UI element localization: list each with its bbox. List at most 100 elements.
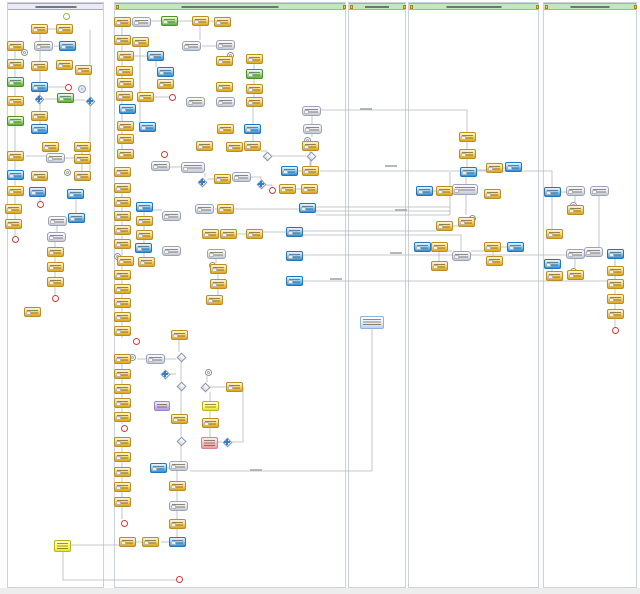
end-event-143[interactable] [121,425,128,432]
subprocess-node-25[interactable] [46,153,65,163]
task-node-42[interactable] [47,262,64,272]
start-event-0[interactable] [63,13,70,20]
task-node-132[interactable] [210,279,227,289]
error-task-node-162[interactable] [201,437,218,449]
task-node-83[interactable] [244,141,261,151]
task-node-23[interactable] [74,142,91,152]
subprocess-node-167[interactable] [169,501,188,511]
service-task-node-32[interactable] [29,187,46,197]
task-node-144[interactable] [114,437,131,447]
task-node-190[interactable] [484,242,501,252]
task-node-35[interactable] [5,219,22,229]
service-task-node-177[interactable] [460,167,477,177]
subprocess-node-195[interactable] [566,186,585,196]
gateway-parallel-93[interactable] [197,177,207,187]
lane-4-collapse-marker-0[interactable] [410,5,413,9]
task-node-112[interactable] [114,312,131,322]
task-node-24[interactable] [7,151,24,161]
service-task-node-134[interactable] [286,251,303,261]
subprocess-node-196[interactable] [590,186,609,196]
task-node-176[interactable] [459,149,476,159]
end-event-69[interactable] [169,94,176,101]
task-node-147[interactable] [114,482,131,492]
lane-2-collapse-marker-0[interactable] [116,5,119,9]
task-node-142[interactable] [114,412,131,422]
task-node-55[interactable] [117,51,134,61]
service-task-node-169[interactable] [169,537,186,547]
task-node-22[interactable] [42,142,59,152]
task-node-60[interactable] [116,66,133,76]
task-node-64[interactable] [157,79,174,89]
service-task-node-27[interactable] [7,170,24,180]
subprocess-node-71[interactable] [216,97,235,107]
task-node-31[interactable] [7,186,24,196]
gateway-exclusive-156[interactable] [176,436,186,446]
service-task-node-21[interactable] [31,124,48,134]
subprocess-node-4[interactable] [34,41,53,51]
task-node-100[interactable] [301,184,318,194]
lane-3-collapse-marker-1[interactable] [403,5,406,9]
task-node-155[interactable] [171,414,188,424]
task-node-110[interactable] [114,284,131,294]
task-node-192[interactable] [486,256,503,266]
task-node-178[interactable] [486,163,503,173]
success-task-node-19[interactable] [7,116,24,126]
task-node-140[interactable] [114,384,131,394]
task-node-67[interactable] [116,91,133,101]
task-node-111[interactable] [114,298,131,308]
task-node-182[interactable] [436,186,453,196]
subprocess-node-95[interactable] [232,172,251,182]
service-task-node-5[interactable] [59,41,76,51]
subprocess-node-121[interactable] [195,204,214,214]
task-node-166[interactable] [169,481,186,491]
subprocess-node-200[interactable] [566,249,585,259]
gateway-parallel-16[interactable] [34,94,44,104]
task-node-58[interactable] [216,56,233,66]
task-node-209[interactable] [607,294,624,304]
end-event-101[interactable] [269,187,276,194]
intermediate-event-157[interactable] [205,369,212,376]
task-node-78[interactable] [217,124,234,134]
task-node-124[interactable] [202,229,219,239]
subprocess-node-39[interactable] [48,216,67,226]
task-node-81[interactable] [196,141,213,151]
service-task-node-127[interactable] [286,227,303,237]
task-node-65[interactable] [216,82,233,92]
task-node-146[interactable] [114,467,131,477]
task-node-9[interactable] [56,60,73,70]
task-node-1[interactable] [31,24,48,34]
task-node-171[interactable] [119,537,136,547]
task-node-193[interactable] [431,261,448,271]
service-task-node-56[interactable] [147,51,164,61]
gateway-exclusive-150[interactable] [176,352,186,362]
task-node-28[interactable] [31,171,48,181]
task-node-139[interactable] [114,369,131,379]
service-task-node-73[interactable] [119,104,136,114]
task-node-168[interactable] [169,519,186,529]
highlight-task-node-160[interactable] [202,401,219,411]
service-task-node-191[interactable] [507,242,524,252]
task-node-45[interactable] [24,307,41,317]
lane-5-collapse-marker-1[interactable] [634,5,637,9]
end-event-44[interactable] [52,295,59,302]
task-node-59[interactable] [246,54,263,64]
task-node-207[interactable] [607,266,624,276]
task-node-125[interactable] [220,229,237,239]
task-node-120[interactable] [138,257,155,267]
service-task-node-202[interactable] [544,259,561,269]
task-node-136[interactable] [171,330,188,340]
task-node-208[interactable] [607,279,624,289]
task-node-210[interactable] [607,309,624,319]
service-task-node-194[interactable] [544,187,561,197]
task-node-98[interactable] [302,166,319,176]
lane-2-header[interactable] [115,3,346,10]
data-store-node-174[interactable] [360,316,384,329]
task-node-80[interactable] [117,134,134,144]
success-task-node-62[interactable] [246,69,263,79]
task-node-63[interactable] [117,78,134,88]
subprocess-node-116[interactable] [162,211,181,221]
gateway-parallel-18[interactable] [85,96,95,106]
subprocess-node-164[interactable] [169,461,188,471]
task-node-86[interactable] [302,141,319,151]
task-node-205[interactable] [567,270,584,280]
